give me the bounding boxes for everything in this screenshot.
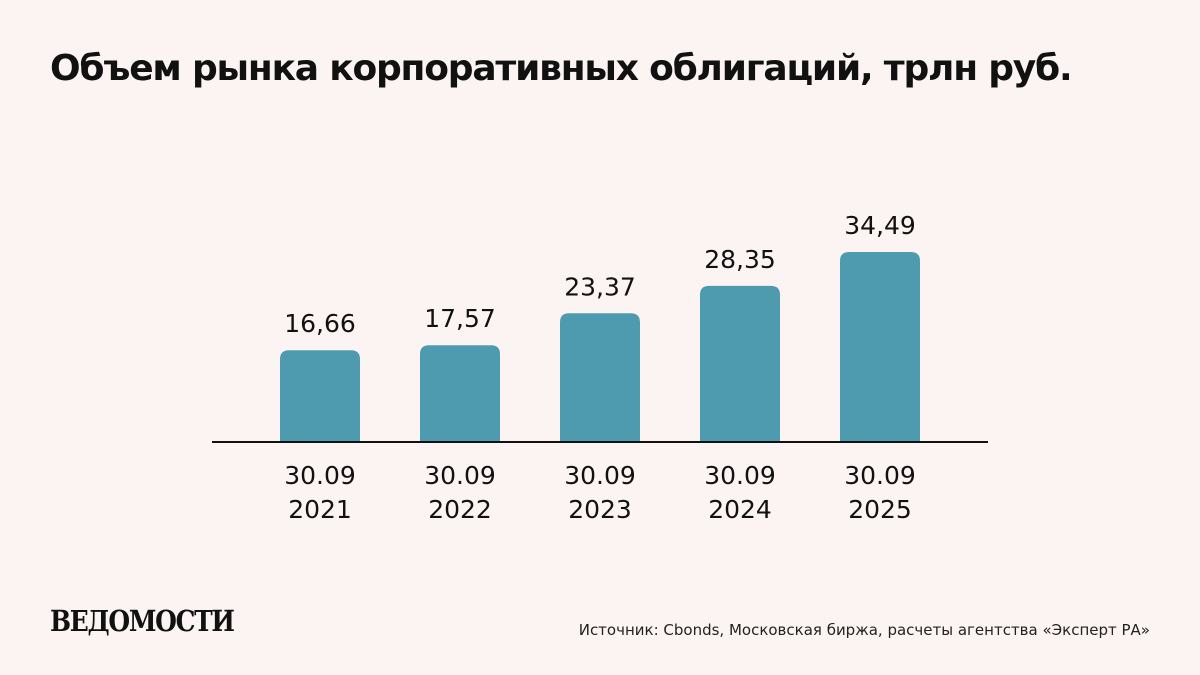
x-tick-label-4-1: 2025: [848, 495, 912, 524]
value-label-4: 34,49: [844, 211, 916, 240]
x-tick-label-1-0: 30.09: [424, 461, 496, 490]
bars-group: [280, 252, 920, 442]
chart-title: Объем рынка корпоративных облигаций, трл…: [50, 48, 1073, 89]
x-tick-label-4-0: 30.09: [844, 461, 916, 490]
x-tick-label-0-0: 30.09: [284, 461, 356, 490]
bar-3: [700, 285, 780, 442]
x-tick-label-2-0: 30.09: [564, 461, 636, 490]
bar-0: [280, 350, 360, 442]
x-tick-label-0-1: 2021: [288, 495, 352, 524]
x-tick-label-3-0: 30.09: [704, 461, 776, 490]
value-label-0: 16,66: [284, 309, 356, 338]
x-tick-label-3-1: 2024: [708, 495, 772, 524]
value-labels-group: 16,66 17,57 23,37 28,35 34,49: [284, 211, 916, 338]
x-tick-label-1-1: 2022: [428, 495, 492, 524]
bar-2: [560, 313, 640, 442]
bar-1: [420, 345, 500, 442]
value-label-2: 23,37: [564, 272, 636, 301]
value-label-1: 17,57: [424, 304, 496, 333]
vedomosti-logo: ВЕДОМОСТИ: [50, 604, 235, 638]
source-note: Источник: Cbonds, Московская биржа, расч…: [578, 621, 1150, 639]
x-tick-labels-group: 30.09 2021 30.09 2022 30.09 2023 30.09 2024 30.0…: [284, 461, 916, 524]
value-label-3: 28,35: [704, 245, 776, 274]
x-tick-label-2-1: 2023: [568, 495, 632, 524]
bar-4: [840, 252, 920, 442]
